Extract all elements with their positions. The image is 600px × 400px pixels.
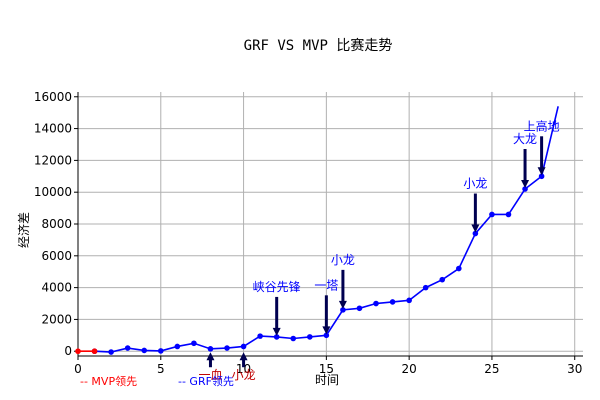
legend-grf: -- GRF领先	[178, 375, 234, 388]
annotation-label: 大龙	[513, 132, 537, 146]
annotation-label: 小龙	[232, 368, 256, 382]
annotation-label: 小龙	[463, 177, 487, 191]
x-tick-label: 15	[319, 362, 334, 376]
grf-series-point	[141, 347, 148, 354]
grf-series-point	[472, 230, 479, 237]
annotation-label: 一血	[198, 368, 222, 382]
grf-series-point	[124, 345, 131, 351]
y-tick-label: 6000	[41, 249, 72, 263]
grf-series-point	[307, 334, 313, 340]
x-tick-label: 20	[402, 362, 417, 376]
grf-series-point	[340, 307, 346, 313]
annotation-arrow-head	[537, 167, 546, 176]
grf-series-point	[373, 300, 379, 307]
ticks: 0 5 10 15 20 25 30 0 2000 4000 6000 8000 10000 12000 1…	[34, 90, 583, 376]
annotation-label: 小龙	[331, 253, 355, 267]
grf-series-point	[191, 340, 197, 347]
y-tick-label: 4000	[41, 281, 72, 295]
grf-series-point	[174, 343, 181, 350]
mvp-series-point	[75, 348, 81, 355]
grf-series-point	[439, 276, 446, 283]
grf-series-point	[505, 211, 512, 218]
y-tick-label: 14000	[34, 122, 72, 136]
y-tick-label: 12000	[34, 153, 72, 167]
grf-series-point	[422, 284, 429, 291]
grf-series-point	[207, 346, 214, 352]
x-tick-label: 0	[74, 362, 82, 376]
x-tick-label: 25	[484, 362, 499, 376]
grf-series-point	[224, 345, 230, 351]
y-tick-label: 8000	[41, 217, 72, 231]
y-tick-label: 10000	[34, 185, 72, 199]
grf-series-point	[157, 348, 164, 354]
grf-series-point	[456, 265, 462, 272]
grf-series-point	[240, 343, 247, 350]
annotation-arrow-head	[206, 352, 215, 361]
series	[75, 106, 559, 355]
mvp-series-point	[91, 348, 98, 355]
grf-extension-line	[540, 106, 559, 177]
y-tick-label: 2000	[41, 312, 72, 326]
x-tick-label: 5	[157, 362, 165, 376]
legend: -- MVP领先 -- GRF领先	[80, 375, 234, 388]
annotation-arrow-head	[322, 326, 331, 335]
annotation-arrow-head	[471, 224, 480, 233]
grf-series-point	[290, 335, 297, 342]
chart-title: GRF VS MVP 比赛走势	[244, 38, 393, 54]
annotation-arrow-head	[521, 180, 530, 189]
grf-series-line	[94, 175, 543, 353]
x-axis-label: 时间	[315, 373, 339, 387]
y-tick-label: 0	[64, 344, 72, 358]
annotation-arrow-head	[272, 327, 281, 336]
grf-series-point	[323, 332, 330, 339]
x-tick-label: 30	[567, 362, 582, 376]
grf-series-point	[489, 211, 495, 218]
grf-series-point	[406, 297, 412, 304]
x-tick-label: 10	[236, 362, 251, 376]
grf-series-point	[257, 333, 263, 339]
annotation-arrow-head	[338, 300, 347, 309]
annotation-label: 一塔	[314, 278, 338, 292]
annotation-arrow-head	[239, 352, 248, 361]
annotation-label: 上高地	[524, 118, 560, 133]
grf-series-point	[389, 299, 396, 305]
grf-series-point	[522, 186, 528, 192]
grf-series-point	[356, 305, 363, 312]
y-axis-label: 经济差	[16, 212, 31, 248]
grf-series-point	[108, 349, 114, 355]
annotation-label: 峡谷先锋	[253, 280, 301, 294]
legend-mvp: -- MVP领先	[80, 375, 137, 388]
grf-series-point	[273, 334, 280, 340]
y-tick-label: 16000	[34, 90, 72, 104]
grid-lines	[77, 92, 583, 356]
